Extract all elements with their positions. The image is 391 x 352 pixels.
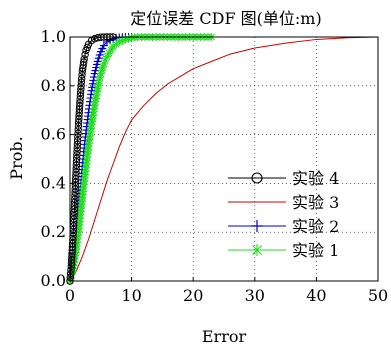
x-tick-label: 50 — [368, 286, 388, 305]
series-marker — [67, 270, 76, 279]
series-marker — [73, 144, 81, 152]
series-group — [69, 36, 379, 282]
series-marker — [87, 124, 96, 133]
legend-label: 实验 2 — [292, 217, 339, 236]
y-axis-label: Prob. — [7, 136, 26, 179]
y-tick-label: 0.4 — [41, 173, 66, 192]
series-marker — [93, 57, 102, 66]
series-marker — [84, 142, 93, 151]
series-marker — [95, 50, 104, 59]
series-marker — [88, 114, 97, 123]
y-tick-label: 0.6 — [41, 125, 66, 144]
series-marker — [77, 82, 85, 90]
axis-ticks: 0 10 20 30 40 50 0.0 0.2 0.4 0.6 0.8 1.0 — [41, 27, 389, 305]
series-marker — [102, 52, 111, 61]
series-marker — [88, 83, 97, 92]
series-marker — [94, 80, 103, 89]
series-marker — [93, 87, 102, 96]
series-marker — [74, 133, 82, 141]
series-marker — [90, 101, 99, 110]
series-group — [66, 33, 216, 285]
series-marker — [73, 140, 82, 149]
series-marker — [73, 151, 81, 159]
x-tick-label: 40 — [306, 286, 326, 305]
legend-label: 实验 3 — [292, 193, 339, 212]
series-marker — [89, 107, 98, 116]
series-marker — [121, 35, 130, 44]
series-marker — [95, 76, 104, 85]
series-marker — [72, 158, 81, 166]
series-marker — [77, 85, 85, 93]
series-marker — [66, 269, 75, 278]
series-marker — [93, 84, 102, 93]
legend-label: 实验 4 — [292, 169, 339, 188]
y-tick-label: 1.0 — [41, 27, 66, 46]
series-marker — [73, 137, 82, 145]
series-marker — [97, 66, 106, 75]
series-marker — [73, 147, 81, 156]
series-marker — [105, 49, 114, 58]
series-marker — [77, 78, 86, 86]
series-marker — [99, 59, 108, 68]
series-marker — [68, 267, 77, 276]
plot-frame — [69, 36, 379, 282]
series-marker — [80, 58, 88, 66]
series-marker — [96, 73, 105, 82]
series-marker — [67, 266, 75, 274]
legend-marker — [251, 220, 263, 232]
series-marker — [101, 56, 110, 65]
series-marker — [91, 97, 100, 106]
series-marker — [88, 79, 97, 88]
legend-marker — [251, 172, 263, 184]
series-marker — [94, 54, 103, 63]
series-marker — [68, 243, 77, 251]
x-axis-label: Error — [202, 327, 247, 346]
series-marker — [81, 50, 89, 59]
x-tick-label: 30 — [245, 286, 265, 305]
series-marker — [96, 69, 105, 78]
series-marker — [87, 86, 96, 95]
series-marker — [80, 55, 88, 63]
series-marker — [90, 104, 99, 113]
y-tick-label: 0.8 — [41, 76, 66, 95]
series-group — [66, 33, 117, 285]
series-marker — [107, 46, 116, 55]
series-marker — [92, 91, 101, 100]
series-marker — [115, 37, 124, 46]
y-tick-label: 0.2 — [41, 222, 66, 241]
series-marker — [78, 74, 86, 83]
legend: 实验 4 实验 3 实验 2 实验 1 — [228, 169, 339, 260]
y-tick-label: 0.0 — [41, 271, 66, 290]
series-marker — [86, 131, 95, 140]
series-marker — [89, 111, 98, 120]
series-marker — [74, 122, 83, 130]
series-line — [69, 36, 379, 282]
x-tick-label: 0 — [65, 286, 75, 305]
series-marker — [74, 129, 82, 138]
series-marker — [86, 128, 95, 137]
series-marker — [85, 135, 94, 144]
series-marker — [72, 165, 80, 173]
series-marker — [87, 120, 96, 129]
legend-marker — [251, 244, 263, 256]
chart-title: 定位误差 CDF 图(单位:m) — [130, 9, 321, 28]
series-marker — [91, 94, 100, 103]
series-marker — [84, 139, 93, 148]
x-tick-label: 20 — [183, 286, 203, 305]
series-marker — [118, 36, 127, 45]
series-marker — [72, 154, 81, 163]
legend-label: 实验 1 — [292, 241, 339, 260]
series-marker — [88, 117, 97, 126]
series-marker — [68, 239, 77, 248]
grid — [70, 37, 378, 281]
series-marker — [72, 161, 81, 169]
series-marker — [124, 34, 133, 43]
series-marker — [98, 63, 107, 72]
series-marker — [74, 126, 82, 134]
x-tick-label: 10 — [121, 286, 141, 305]
